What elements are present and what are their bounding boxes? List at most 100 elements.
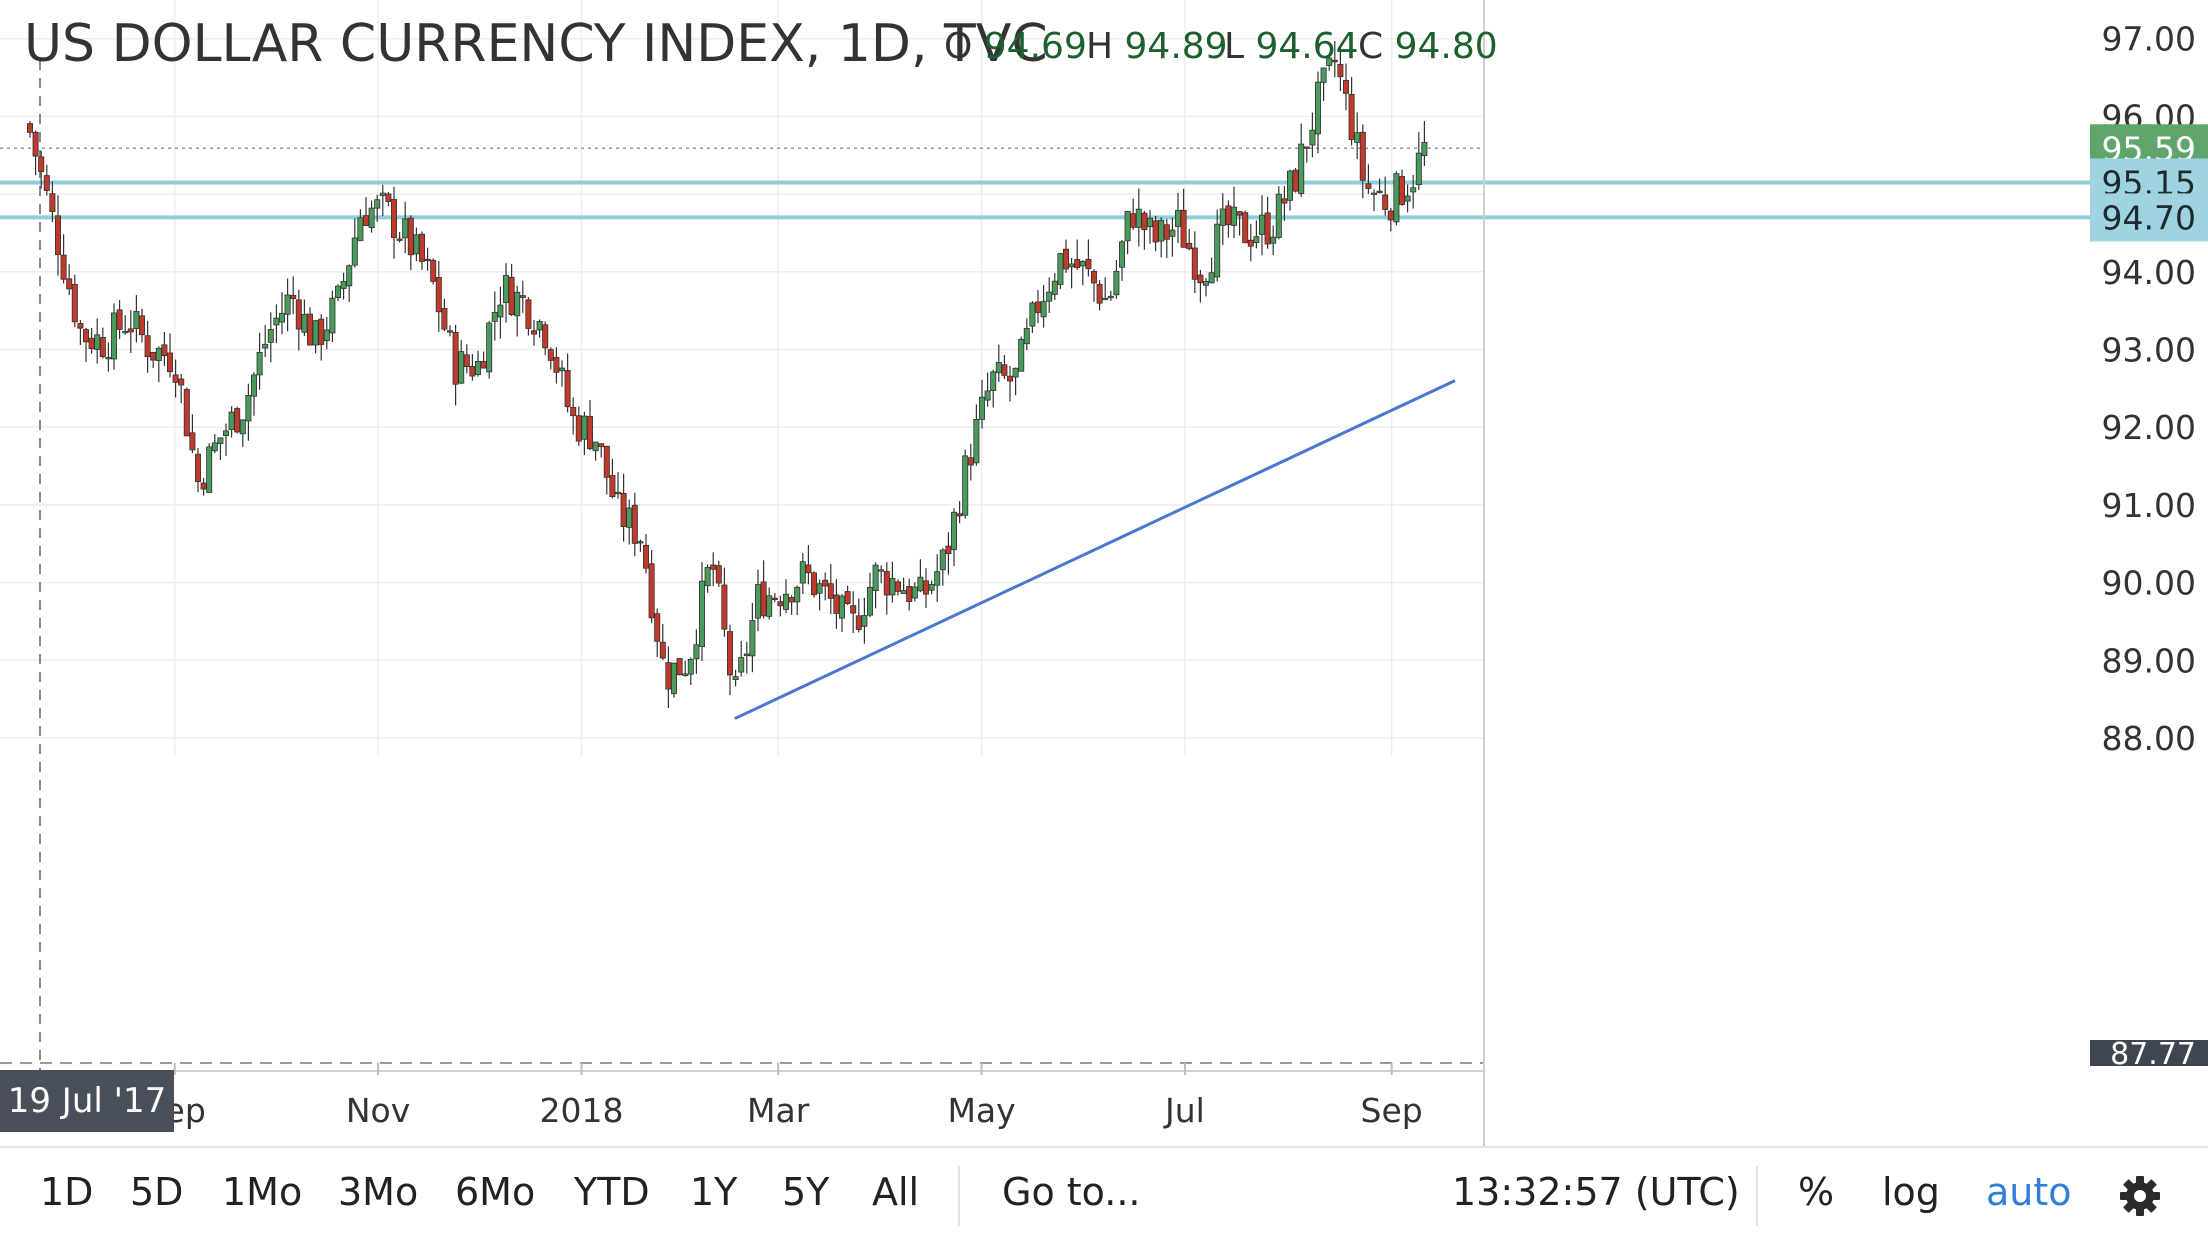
candle-body [267,329,274,343]
time-tick-label: Sep [1361,1091,1423,1130]
price-chart[interactable]: 88.0089.0090.0091.0092.0093.0094.0096.00… [0,0,2208,1146]
candle-body [1175,209,1182,227]
candle-body [721,584,728,630]
range-button-3mo[interactable]: 3Mo [338,1170,419,1214]
candle-body [77,323,84,329]
candle-body [794,586,801,603]
candle-body [1023,328,1030,345]
candle-body [60,254,67,280]
candle-body [822,579,829,587]
candle-body [234,408,241,433]
candle-body [861,615,868,627]
candle-body [435,277,442,313]
candle-body [945,545,952,555]
candle-body [71,283,78,323]
candle-body [542,324,549,349]
time-tick-label: 2018 [539,1091,623,1130]
candle-body [783,593,790,610]
percent-toggle[interactable]: % [1798,1170,1835,1214]
candle-body [1371,192,1378,195]
candle-body [1399,176,1406,205]
candle-body [284,294,291,315]
candle-body [1046,291,1053,302]
candle-body [1404,195,1411,202]
candle-body [138,315,145,336]
candle-body [166,352,173,373]
candle-body [127,328,134,333]
candle-body [1057,253,1064,285]
range-button-6mo[interactable]: 6Mo [455,1170,536,1214]
candle-body [715,565,722,584]
range-button-1d[interactable]: 1D [40,1170,94,1214]
range-button-5y[interactable]: 5Y [782,1170,830,1214]
candle-body [906,586,913,602]
candle-body [49,193,56,212]
candle-body [1303,146,1310,149]
goto-button[interactable]: Go to... [1002,1170,1141,1214]
candle-body [1091,270,1098,284]
candle-body [1141,212,1148,231]
candle-body [222,430,229,437]
candle-body [749,620,756,657]
candle-body [66,278,73,290]
candle-body [771,597,778,601]
candle-body [1152,220,1159,243]
ohlc-value: 94.69 [983,26,1087,67]
range-button-ytd[interactable]: YTD [574,1170,650,1214]
candle-body [374,199,381,209]
gear-icon[interactable] [2118,1174,2162,1218]
range-button-1mo[interactable]: 1Mo [222,1170,303,1214]
candle-body [1225,205,1232,226]
ohlc-c: C 94.80 [1358,26,1498,67]
candle-body [755,584,762,619]
candle-body [592,441,599,452]
candle-body [1107,295,1114,299]
candle-body [951,511,958,551]
candle-body [178,378,185,386]
candle-body [474,360,481,375]
auto-toggle[interactable]: auto [1986,1170,2072,1214]
candle-body [290,295,297,300]
candle-body [458,351,465,384]
candle-body [1068,263,1075,268]
log-toggle[interactable]: log [1882,1170,1940,1214]
candle-body [1208,272,1215,284]
candle-body [928,584,935,591]
candle-body [710,564,717,570]
candle-body [446,330,453,333]
candle-body [631,504,638,544]
candle-body [88,337,95,349]
candle-body [385,193,392,202]
candle-body [172,374,179,383]
candle-body [206,446,213,493]
candle-body [1186,242,1193,250]
price-tick-label: 90.00 [2102,564,2196,603]
candle-body [889,577,896,596]
ohlc-o: O 94.69 [944,26,1087,67]
candle-body [1410,187,1417,193]
range-button-5d[interactable]: 5D [130,1170,184,1214]
candle-body [570,407,577,417]
candle-body [844,591,851,605]
candle-body [1337,63,1344,78]
candle-body [256,351,263,376]
candle-body [1079,260,1086,267]
crosshair-date-label: 19 Jul '17 [0,1070,174,1132]
candle-body [508,276,515,316]
candle-body [738,657,745,673]
candle-body [788,596,795,603]
candle-body [262,343,269,349]
time-tick-label: Jul [1163,1091,1205,1130]
utc-clock[interactable]: 13:32:57 (UTC) [1452,1170,1740,1214]
candle-body [55,215,62,255]
range-button-1y[interactable]: 1Y [690,1170,738,1214]
candle-body [727,631,734,676]
candle-body [379,192,386,196]
candle-body [418,233,425,262]
range-button-all[interactable]: All [872,1170,920,1214]
candle-body [26,123,33,133]
candle-body [1382,194,1389,210]
candle-body [340,281,347,289]
candle-body [1320,67,1327,83]
candle-body [867,586,874,616]
